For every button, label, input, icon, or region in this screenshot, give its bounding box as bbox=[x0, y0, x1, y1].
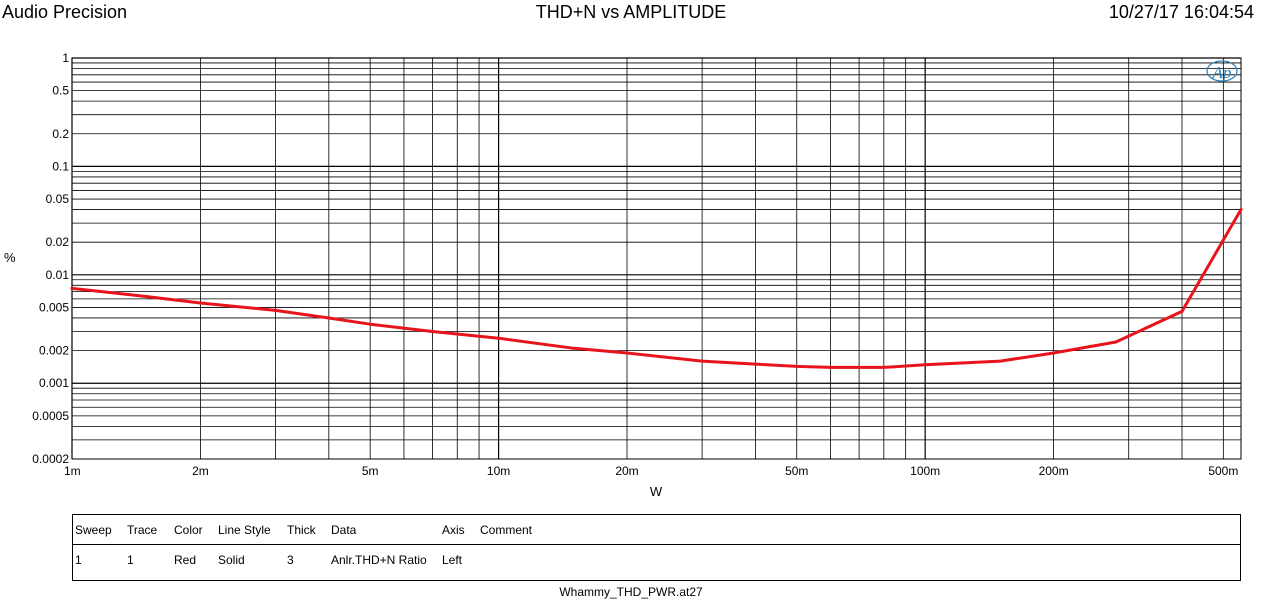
series-point bbox=[572, 346, 576, 350]
x-tick-label: 50m bbox=[785, 464, 808, 478]
series-point bbox=[431, 330, 435, 334]
app-brand: Audio Precision bbox=[2, 2, 128, 22]
legend-header-trace: Trace bbox=[127, 523, 158, 537]
grid-major bbox=[71, 57, 1241, 459]
y-tick-label: 0.002 bbox=[39, 344, 69, 358]
plot-frame bbox=[71, 57, 1242, 460]
ap-logo-ring-icon bbox=[1206, 60, 1238, 82]
x-tick-label: 1m bbox=[64, 464, 81, 478]
x-tick-label: 5m bbox=[362, 464, 379, 478]
legend-cell-line-style: Solid bbox=[218, 553, 245, 567]
legend-header-data: Data bbox=[331, 523, 357, 537]
series-point bbox=[998, 359, 1002, 363]
x-tick-label: 100m bbox=[910, 464, 940, 478]
series-point bbox=[198, 301, 202, 305]
series-point bbox=[1052, 351, 1056, 355]
series-point bbox=[1239, 208, 1243, 212]
legend-header-color: Color bbox=[174, 523, 203, 537]
legend-cell-thick: 3 bbox=[287, 553, 294, 567]
series-point bbox=[700, 359, 704, 363]
legend-header-thick: Thick bbox=[287, 523, 316, 537]
grid-minor bbox=[72, 58, 1241, 460]
legend-row: 1 1 Red Solid 3 Anlr.THD+N Ratio Left bbox=[73, 545, 1240, 575]
legend-header-comment: Comment bbox=[480, 523, 533, 537]
series-line bbox=[70, 208, 1243, 369]
legend-cell-color: Red bbox=[174, 553, 197, 567]
legend-header-sweep: Sweep bbox=[75, 523, 112, 537]
y-tick-label: 0.2 bbox=[52, 127, 69, 141]
series-point bbox=[327, 316, 331, 320]
x-tick-label: 200m bbox=[1039, 464, 1069, 478]
x-tick-labels: 1m 2m 5m 10m 20m 50m 100m 200m 500m bbox=[64, 464, 1238, 478]
series-point bbox=[368, 322, 372, 326]
x-tick-label: 2m bbox=[192, 464, 209, 478]
series-point bbox=[923, 363, 927, 367]
y-axis-label: % bbox=[4, 250, 16, 265]
y-tick-label: 0.0005 bbox=[32, 409, 69, 423]
legend-cell-axis: Left bbox=[442, 553, 463, 567]
series-point bbox=[795, 364, 799, 368]
ap-logo-icon: Ap bbox=[1212, 63, 1232, 82]
series-point bbox=[497, 336, 501, 340]
x-tick-label: 20m bbox=[615, 464, 638, 478]
series-point bbox=[882, 365, 886, 369]
y-tick-label: 1 bbox=[62, 51, 69, 65]
series-point bbox=[1180, 309, 1184, 313]
thd-plot: 1 0.5 0.2 0.1 0.05 0.02 0.01 0.005 0.002 0.001 0.0… bbox=[4, 51, 1243, 499]
x-tick-label: 10m bbox=[487, 464, 510, 478]
series-point bbox=[274, 308, 278, 312]
timestamp: 10/27/17 16:04:54 bbox=[1108, 2, 1254, 22]
series-point bbox=[753, 362, 757, 366]
y-tick-label: 0.5 bbox=[52, 84, 69, 98]
file-name: Whammy_THD_PWR.at27 bbox=[559, 585, 703, 599]
y-tick-labels: 1 0.5 0.2 0.1 0.05 0.02 0.01 0.005 0.002 0.001 0.0… bbox=[32, 51, 69, 466]
series-point bbox=[829, 365, 833, 369]
legend-header-line-style: Line Style bbox=[218, 523, 271, 537]
series-point bbox=[1114, 340, 1118, 344]
series-point bbox=[625, 351, 629, 355]
legend-cell-data: Anlr.THD+N Ratio bbox=[331, 553, 427, 567]
legend-header-axis: Axis bbox=[442, 523, 465, 537]
x-tick-label: 500m bbox=[1208, 464, 1238, 478]
x-axis-label: W bbox=[650, 484, 663, 499]
y-tick-label: 0.0002 bbox=[32, 452, 69, 466]
legend-cell-trace: 1 bbox=[127, 553, 134, 567]
legend-header-row: Sweep Trace Color Line Style Thick Data … bbox=[73, 515, 1240, 545]
series-point bbox=[145, 295, 149, 299]
y-tick-label: 0.001 bbox=[39, 376, 69, 390]
chart-title: THD+N vs AMPLITUDE bbox=[535, 2, 727, 22]
series-point bbox=[70, 286, 74, 290]
y-tick-label: 0.02 bbox=[46, 235, 70, 249]
y-tick-label: 0.1 bbox=[52, 159, 69, 173]
series-point bbox=[857, 365, 861, 369]
y-tick-label: 0.005 bbox=[39, 300, 69, 314]
series-group bbox=[70, 208, 1243, 369]
trace-legend-table: Sweep Trace Color Line Style Thick Data … bbox=[72, 514, 1241, 581]
y-tick-label: 0.01 bbox=[46, 268, 70, 282]
legend-cell-sweep: 1 bbox=[75, 553, 82, 567]
y-tick-label: 0.05 bbox=[46, 192, 70, 206]
